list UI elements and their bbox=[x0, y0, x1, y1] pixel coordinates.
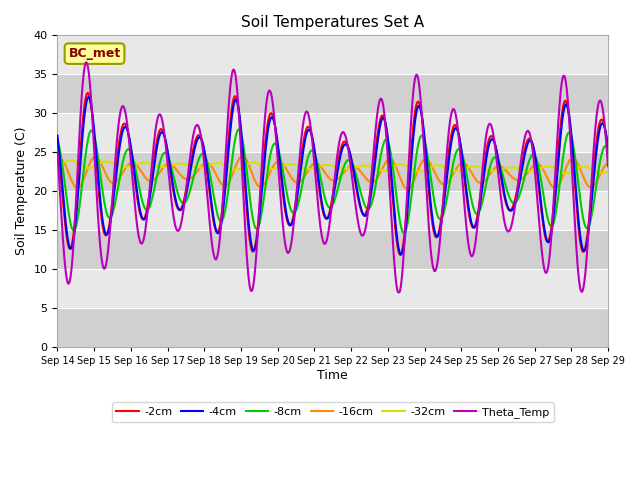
Line: Theta_Temp: Theta_Temp bbox=[58, 62, 608, 292]
Line: -4cm: -4cm bbox=[58, 97, 608, 254]
-16cm bbox=[54, 156, 61, 162]
-16cm bbox=[205, 161, 213, 167]
Bar bbox=[58, 74, 608, 113]
-32cm bbox=[401, 162, 408, 168]
-2cm bbox=[206, 192, 214, 197]
Bar bbox=[58, 152, 608, 191]
-8cm bbox=[604, 146, 612, 152]
-2cm bbox=[401, 225, 409, 231]
-2cm bbox=[54, 137, 61, 143]
Theta_Temp bbox=[394, 289, 402, 295]
-8cm bbox=[417, 133, 425, 139]
-8cm bbox=[63, 201, 71, 206]
-8cm bbox=[120, 154, 128, 160]
-4cm bbox=[604, 144, 612, 150]
-16cm bbox=[176, 171, 184, 177]
-2cm bbox=[177, 206, 184, 212]
Theta_Temp bbox=[604, 163, 612, 169]
-2cm bbox=[121, 121, 129, 127]
-8cm bbox=[176, 196, 184, 202]
-16cm bbox=[417, 160, 425, 166]
-32cm bbox=[63, 158, 71, 164]
-2cm bbox=[604, 148, 612, 154]
-16cm bbox=[604, 160, 612, 166]
-16cm bbox=[120, 168, 128, 173]
Theta_Temp bbox=[401, 228, 409, 234]
Bar bbox=[58, 308, 608, 347]
-4cm bbox=[417, 109, 425, 115]
-4cm bbox=[54, 132, 61, 138]
-4cm bbox=[206, 187, 214, 192]
-2cm bbox=[397, 252, 404, 258]
-16cm bbox=[401, 184, 408, 190]
-2cm bbox=[84, 90, 92, 96]
-32cm bbox=[417, 168, 424, 174]
-4cm bbox=[63, 234, 71, 240]
-32cm bbox=[67, 157, 74, 163]
-4cm bbox=[177, 207, 184, 213]
X-axis label: Time: Time bbox=[317, 369, 348, 382]
Line: -8cm: -8cm bbox=[58, 130, 608, 233]
-4cm bbox=[401, 233, 409, 239]
Y-axis label: Soil Temperature (C): Soil Temperature (C) bbox=[15, 127, 28, 255]
-8cm bbox=[401, 229, 409, 235]
Line: -2cm: -2cm bbox=[58, 93, 608, 255]
-4cm bbox=[121, 124, 129, 130]
Theta_Temp bbox=[83, 60, 90, 65]
-32cm bbox=[54, 163, 61, 168]
-8cm bbox=[400, 230, 408, 236]
Line: -32cm: -32cm bbox=[58, 160, 608, 173]
-32cm bbox=[121, 164, 129, 170]
-16cm bbox=[239, 154, 246, 159]
Bar bbox=[58, 230, 608, 269]
-16cm bbox=[63, 167, 71, 173]
-8cm bbox=[235, 127, 243, 132]
-2cm bbox=[63, 238, 71, 244]
-32cm bbox=[562, 170, 570, 176]
-4cm bbox=[397, 252, 405, 257]
Theta_Temp bbox=[121, 107, 129, 113]
Text: BC_met: BC_met bbox=[68, 47, 121, 60]
-16cm bbox=[404, 186, 412, 192]
-8cm bbox=[205, 167, 213, 172]
Theta_Temp bbox=[417, 104, 425, 109]
Theta_Temp bbox=[54, 149, 61, 155]
-32cm bbox=[604, 169, 612, 175]
-32cm bbox=[206, 162, 214, 168]
Legend: -2cm, -4cm, -8cm, -16cm, -32cm, Theta_Temp: -2cm, -4cm, -8cm, -16cm, -32cm, Theta_Te… bbox=[112, 402, 554, 422]
Title: Soil Temperatures Set A: Soil Temperatures Set A bbox=[241, 15, 424, 30]
Theta_Temp bbox=[177, 222, 184, 228]
-2cm bbox=[417, 109, 425, 115]
-32cm bbox=[177, 161, 184, 167]
Theta_Temp bbox=[206, 221, 214, 227]
Line: -16cm: -16cm bbox=[58, 156, 608, 189]
-8cm bbox=[54, 139, 61, 144]
-4cm bbox=[85, 94, 93, 100]
Theta_Temp bbox=[63, 279, 71, 285]
